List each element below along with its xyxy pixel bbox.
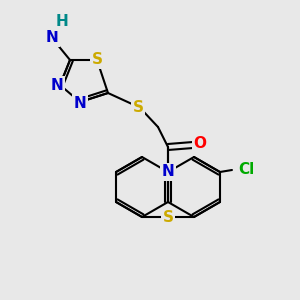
Text: H: H — [56, 14, 68, 29]
Text: N: N — [162, 164, 174, 179]
Text: N: N — [74, 95, 86, 110]
Text: S: S — [133, 100, 143, 115]
Text: S: S — [92, 52, 103, 68]
Text: N: N — [46, 31, 59, 46]
Text: N: N — [51, 77, 63, 92]
Text: O: O — [194, 136, 206, 152]
Text: S: S — [163, 209, 173, 224]
Text: Cl: Cl — [238, 163, 254, 178]
